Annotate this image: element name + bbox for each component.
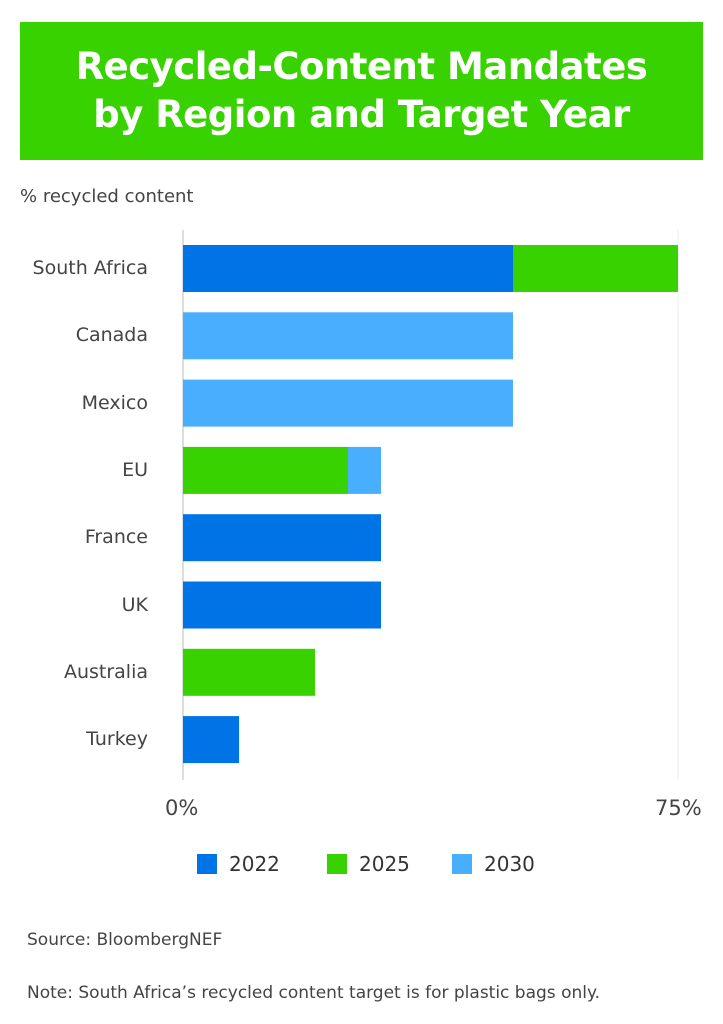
category-label: EU (122, 458, 148, 481)
tick-label-75: 75% (655, 796, 702, 820)
legend-label: 2022 (229, 852, 280, 876)
category-label: Canada (75, 324, 148, 347)
source-note: Source: BloombergNEF (27, 930, 223, 950)
bar-eu-2030 (348, 446, 381, 494)
footnote: Note: South Africa’s recycled content ta… (27, 983, 601, 1003)
bar-australia-2025 (183, 648, 315, 696)
category-label: France (84, 526, 148, 549)
bar-eu-2025 (183, 446, 348, 494)
legend-swatch (452, 854, 472, 874)
bar-turkey-2022 (183, 716, 240, 764)
tick-label-0: 0% (165, 796, 199, 820)
axis-label: % recycled content (20, 186, 194, 207)
legend-item-2030: 2030 (452, 852, 535, 876)
legend-item-2025: 2025 (327, 852, 410, 876)
legend-item-2022: 2022 (197, 852, 280, 876)
category-label: UK (121, 593, 148, 616)
category-label: Australia (63, 660, 148, 683)
legend-label: 2025 (359, 852, 410, 876)
bar-south-africa-2025 (513, 245, 678, 292)
bar-france-2022 (183, 514, 381, 562)
bar-mexico-2030 (183, 379, 513, 427)
category-label: South Africa (32, 257, 148, 279)
bar-south-africa-2022 (183, 245, 513, 292)
bar-uk-2022 (183, 581, 381, 629)
category-label: Mexico (81, 391, 148, 414)
bar-canada-2030 (183, 312, 513, 360)
chart-title: Recycled-Content Mandates by Region and T… (20, 22, 703, 160)
legend-swatch (327, 854, 347, 874)
title-line-1: Recycled-Content Mandates (75, 45, 648, 88)
legend-label: 2030 (484, 852, 535, 876)
legend-swatch (197, 854, 217, 874)
category-label: Turkey (86, 728, 148, 751)
title-line-2: by Region and Target Year (93, 93, 630, 136)
